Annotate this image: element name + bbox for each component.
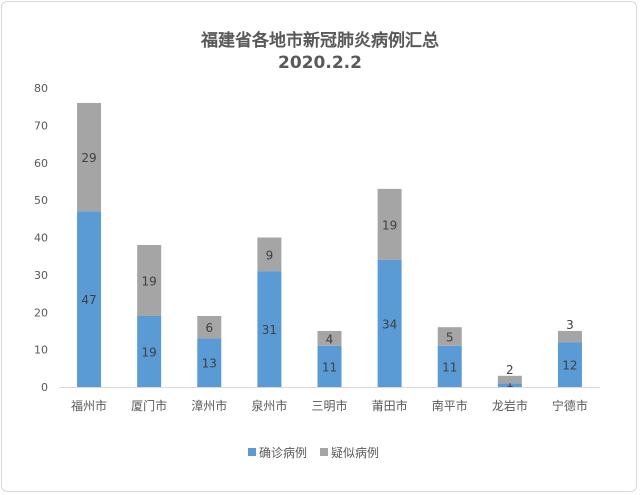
y-tick-label: 50 xyxy=(34,194,48,207)
data-label: 19 xyxy=(142,274,157,288)
legend-label: 确诊病例 xyxy=(259,445,307,460)
bar-confirmed xyxy=(497,383,522,387)
y-tick-label: 0 xyxy=(41,381,48,394)
data-label: 4 xyxy=(326,332,334,346)
data-label: 9 xyxy=(266,248,274,262)
bar-suspected xyxy=(317,330,342,346)
bar-suspected xyxy=(497,375,522,384)
y-tick-label: 60 xyxy=(34,157,48,170)
bar-confirmed xyxy=(77,211,102,387)
chart-title: 福建省各地市新冠肺炎病例汇总 xyxy=(200,30,439,51)
bar-suspected xyxy=(257,237,282,272)
data-label: 19 xyxy=(382,218,397,232)
bar-suspected xyxy=(197,315,222,339)
data-label: 12 xyxy=(562,359,577,373)
legend-label: 疑似病例 xyxy=(331,445,379,460)
data-label: 34 xyxy=(382,317,397,331)
x-tick-label: 漳州市 xyxy=(191,398,227,413)
y-tick-label: 30 xyxy=(34,269,48,282)
data-label: 13 xyxy=(202,357,217,371)
data-label: 29 xyxy=(81,151,96,165)
bar-confirmed xyxy=(557,342,582,387)
bar-suspected xyxy=(77,102,102,212)
x-tick-label: 南平市 xyxy=(432,398,468,413)
y-tick-label: 10 xyxy=(34,344,48,357)
y-tick-label: 20 xyxy=(34,306,48,319)
bar-confirmed xyxy=(437,345,462,387)
bar-suspected xyxy=(377,188,402,260)
y-tick-label: 40 xyxy=(34,232,48,245)
x-tick-label: 泉州市 xyxy=(251,398,287,413)
bar-suspected xyxy=(557,330,582,343)
y-tick-label: 70 xyxy=(34,119,48,132)
data-label: 19 xyxy=(142,345,157,359)
legend-swatch xyxy=(248,448,256,456)
data-label: 3 xyxy=(566,318,574,332)
x-tick-label: 莆田市 xyxy=(372,398,408,413)
bar-confirmed xyxy=(257,271,282,387)
x-tick-label: 龙岩市 xyxy=(492,398,528,413)
x-tick-label: 宁德市 xyxy=(552,398,588,413)
data-label: 2 xyxy=(506,363,514,377)
chart-subtitle: 2020.2.2 xyxy=(278,53,362,73)
bar-confirmed xyxy=(137,315,162,387)
data-label: 11 xyxy=(442,360,457,374)
bar-confirmed xyxy=(197,338,222,387)
bar-suspected xyxy=(137,244,162,316)
bar-confirmed xyxy=(377,259,402,387)
data-label: 5 xyxy=(446,331,454,345)
bar-confirmed xyxy=(317,345,342,387)
bar-suspected xyxy=(437,327,462,346)
y-tick-label: 80 xyxy=(34,82,48,95)
x-tick-label: 福州市 xyxy=(71,398,107,413)
data-label: 31 xyxy=(262,323,277,337)
x-tick-label: 厦门市 xyxy=(131,398,167,413)
data-label: 11 xyxy=(322,360,337,374)
data-label: 47 xyxy=(81,293,96,307)
legend-swatch xyxy=(320,448,328,456)
x-tick-label: 三明市 xyxy=(311,398,347,413)
data-label: 6 xyxy=(205,321,213,335)
